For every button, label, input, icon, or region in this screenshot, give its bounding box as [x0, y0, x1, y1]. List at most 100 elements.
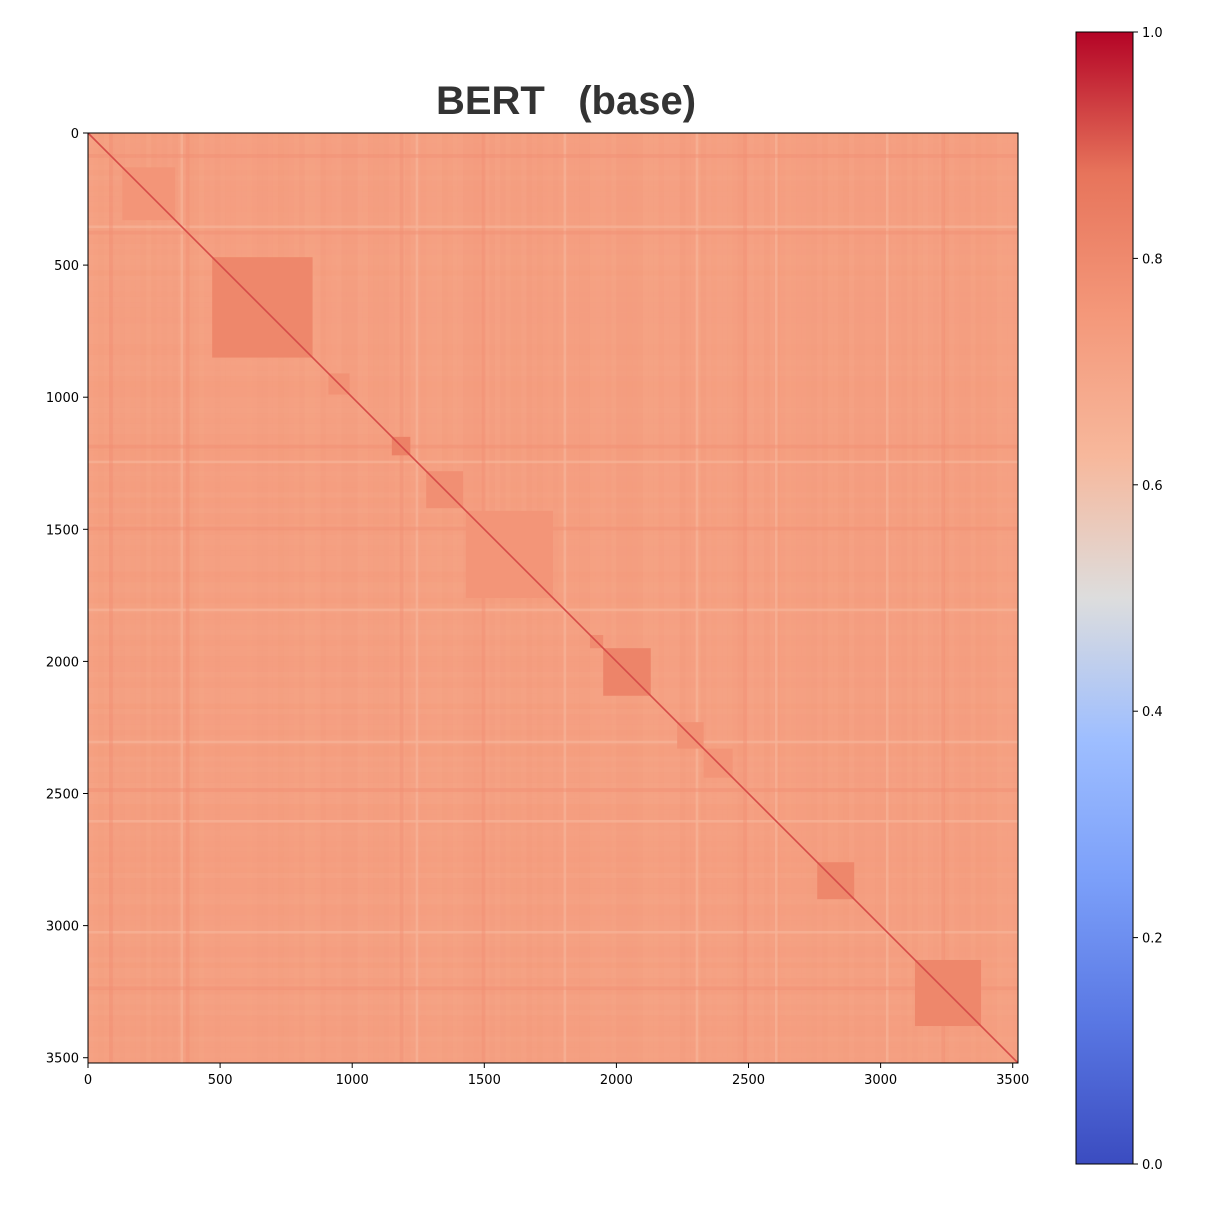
heatmap-row-stripe: [88, 291, 1018, 297]
heatmap-row-stripe: [88, 687, 1018, 694]
heatmap-column-stripe: [452, 133, 458, 1063]
heatmap-column-stripe: [357, 133, 363, 1063]
heatmap-column-stripe: [161, 133, 168, 1063]
x-tick-label: 3000: [864, 1073, 897, 1088]
x-tick-label: 1500: [468, 1073, 501, 1088]
heatmap-column-stripe: [124, 133, 131, 1063]
heatmap-row-stripe: [88, 878, 1018, 884]
heatmap-column-stripe: [870, 133, 876, 1063]
heatmap-row-stripe: [88, 206, 1018, 213]
heatmap-row-stripe: [88, 735, 1018, 741]
heatmap-row-stripe: [88, 233, 1018, 239]
heatmap-column-stripe: [399, 133, 406, 1063]
colorbar-tick-label: 0.2: [1142, 932, 1163, 947]
heatmap-row-stripe: [88, 180, 1018, 186]
x-tick-label: 2500: [732, 1073, 765, 1088]
heatmap-row-stripe: [88, 751, 1018, 757]
heatmap-column-stripe: [140, 133, 147, 1063]
heatmap-column-stripe: [669, 133, 675, 1063]
heatmap-column-stripe: [193, 133, 199, 1063]
heatmap-row-stripe: [88, 423, 1018, 429]
heatmap-row-stripe: [88, 999, 1018, 1005]
heatmap-row-stripe: [88, 661, 1018, 667]
heatmap-row-stripe: [88, 391, 1018, 398]
heatmap-column-stripe: [679, 133, 686, 1063]
heatmap-column-stripe: [600, 133, 606, 1063]
light-band-column: [180, 133, 184, 1063]
heatmap-row-stripe: [88, 1004, 1018, 1011]
heatmap-row-stripe: [88, 825, 1018, 831]
heatmap-row-stripe: [88, 756, 1018, 762]
heatmap-column-stripe: [278, 133, 284, 1063]
heatmap-row-stripe: [88, 502, 1018, 509]
heatmap-column-stripe: [711, 133, 717, 1063]
heatmap-column-stripe: [1002, 133, 1008, 1063]
heatmap-column-stripe: [817, 133, 823, 1063]
heatmap-column-stripe: [653, 133, 659, 1063]
heatmap-column-stripe: [764, 133, 770, 1063]
heatmap-column-stripe: [114, 133, 120, 1063]
heatmap-row-stripe: [88, 899, 1018, 905]
heatmap-column-stripe: [748, 133, 754, 1063]
heatmap-column-stripe: [88, 133, 94, 1063]
heatmap-column-stripe: [843, 133, 849, 1063]
heatmap-row-stripe: [88, 159, 1018, 165]
heatmap-row-stripe: [88, 212, 1018, 218]
heatmap-row-stripe: [88, 481, 1018, 488]
light-band-column: [563, 133, 567, 1063]
y-tick-label: 1000: [46, 391, 79, 406]
heatmap-row-stripe: [88, 487, 1018, 493]
heatmap-row-stripe: [88, 376, 1018, 382]
heatmap-row-stripe: [88, 841, 1018, 847]
heatmap-row-stripe: [88, 360, 1018, 366]
heatmap-row-stripe: [88, 270, 1018, 276]
heatmap-column-stripe: [674, 133, 680, 1063]
heatmap-row-stripe: [88, 302, 1018, 308]
heatmap-column-stripe: [811, 133, 818, 1063]
heatmap-column-stripe: [325, 133, 332, 1063]
heatmap-column-stripe: [410, 133, 416, 1063]
heatmap-column-stripe: [965, 133, 971, 1063]
y-tick-label: 0: [71, 127, 79, 142]
x-tick-label: 3500: [996, 1073, 1029, 1088]
heatmap-row-stripe: [88, 450, 1018, 456]
heatmap-row-stripe: [88, 767, 1018, 773]
heatmap-column-stripe: [198, 133, 205, 1063]
heatmap-column-stripe: [727, 133, 733, 1063]
heatmap-row-stripe: [88, 1036, 1018, 1042]
heatmap-column-stripe: [378, 133, 384, 1063]
heatmap-column-stripe: [352, 133, 358, 1063]
heatmap-row-stripe: [88, 444, 1018, 451]
heatmap-column-stripe: [838, 133, 844, 1063]
heatmap-column-stripe: [457, 133, 464, 1063]
x-tick-label: 1000: [336, 1073, 369, 1088]
heatmap-row-stripe: [88, 989, 1018, 995]
heatmap-column-stripe: [833, 133, 839, 1063]
heatmap-row-stripe: [88, 333, 1018, 340]
heatmap-column-stripe: [294, 133, 300, 1063]
heatmap-column-stripe: [769, 133, 775, 1063]
heatmap-row-stripe: [88, 967, 1018, 974]
heatmap-column-stripe: [827, 133, 834, 1063]
heatmap-column-stripe: [167, 133, 173, 1063]
heatmap-row-stripe: [88, 249, 1018, 255]
heatmap-row-stripe: [88, 682, 1018, 688]
heatmap-row-stripe: [88, 893, 1018, 900]
heatmap-row-stripe: [88, 867, 1018, 873]
heatmap-row-stripe: [88, 978, 1018, 984]
heatmap-column-stripe: [405, 133, 411, 1063]
light-band-row: [88, 225, 1018, 229]
heatmap-column-stripe: [891, 133, 897, 1063]
colorbar-tick-label: 1.0: [1142, 26, 1163, 41]
heatmap-row-stripe: [88, 1041, 1018, 1048]
heatmap-column-stripe: [938, 133, 945, 1063]
heatmap-row-stripe: [88, 862, 1018, 868]
heatmap-column-stripe: [553, 133, 559, 1063]
heatmap-column-stripe: [780, 133, 786, 1063]
heatmap-column-stripe: [928, 133, 934, 1063]
heatmap-column-stripe: [848, 133, 855, 1063]
heatmap-column-stripe: [917, 133, 923, 1063]
heatmap-column-stripe: [785, 133, 791, 1063]
heatmap-row-stripe: [88, 1047, 1018, 1053]
